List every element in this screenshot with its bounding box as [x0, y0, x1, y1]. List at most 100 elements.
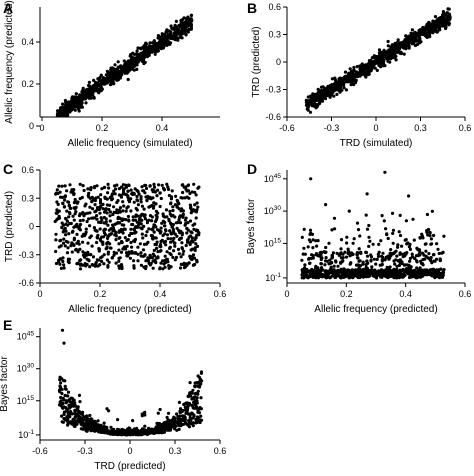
data-point	[87, 427, 91, 431]
data-point	[348, 262, 352, 266]
data-point	[376, 254, 381, 258]
data-point	[82, 94, 86, 98]
data-point	[191, 424, 195, 428]
data-point	[197, 185, 201, 189]
data-point	[427, 270, 431, 274]
data-point	[188, 219, 193, 223]
data-point	[355, 65, 359, 69]
y-tick-label: 1045	[264, 173, 282, 184]
data-point	[373, 66, 377, 70]
data-point	[434, 22, 438, 26]
data-point	[161, 219, 165, 223]
data-point	[171, 205, 175, 209]
data-point	[125, 67, 130, 71]
data-point	[132, 68, 136, 72]
data-point	[102, 253, 106, 257]
data-point	[370, 265, 374, 269]
data-point	[98, 263, 102, 267]
data-point	[194, 242, 198, 246]
data-point	[175, 226, 179, 230]
data-point	[71, 404, 75, 408]
data-point	[178, 214, 182, 218]
data-point	[395, 264, 399, 268]
data-point	[311, 246, 315, 250]
data-point	[398, 271, 402, 275]
data-point	[134, 52, 139, 56]
y-tick-label: 1030	[264, 205, 282, 216]
x-tick-label: 0.6	[459, 123, 472, 133]
data-point	[199, 396, 203, 400]
data-point	[166, 185, 170, 189]
data-point	[59, 257, 63, 261]
data-point	[121, 69, 125, 73]
data-point	[140, 232, 144, 236]
data-point	[127, 183, 131, 188]
data-point	[88, 86, 92, 90]
data-point	[301, 252, 305, 256]
data-point	[60, 328, 65, 332]
data-point	[125, 206, 129, 210]
data-point	[156, 188, 160, 192]
data-point	[149, 45, 153, 49]
data-point	[60, 225, 64, 229]
data-point	[323, 263, 327, 267]
data-point	[308, 228, 313, 232]
data-point	[88, 236, 92, 240]
data-point	[400, 244, 404, 248]
data-point	[166, 419, 170, 423]
data-point	[99, 73, 103, 77]
data-point	[188, 254, 192, 258]
data-point	[94, 196, 98, 200]
data-point	[386, 274, 390, 278]
data-point	[441, 11, 446, 16]
data-point	[367, 235, 371, 239]
data-point	[354, 263, 359, 267]
data-point	[418, 250, 422, 254]
data-point	[165, 257, 169, 261]
data-point	[132, 259, 136, 263]
data-point	[352, 272, 356, 276]
data-point	[118, 210, 122, 214]
data-point	[190, 257, 194, 262]
data-point	[173, 215, 177, 219]
data-point	[151, 266, 155, 270]
data-point	[180, 241, 184, 245]
data-point	[95, 85, 99, 89]
data-point	[398, 51, 402, 55]
data-point	[142, 224, 146, 228]
data-point	[152, 182, 156, 186]
data-point	[72, 105, 76, 109]
data-point	[90, 216, 94, 220]
data-point	[441, 250, 445, 254]
data-point	[330, 270, 334, 274]
data-point	[62, 266, 66, 270]
data-point	[89, 421, 93, 425]
data-point	[77, 214, 82, 218]
data-point	[117, 256, 121, 260]
data-point	[88, 224, 92, 228]
data-point	[58, 190, 62, 194]
data-point	[124, 247, 128, 251]
data-point	[141, 45, 145, 50]
data-point	[107, 260, 111, 264]
data-point	[387, 48, 391, 52]
data-point	[391, 241, 395, 245]
data-point	[62, 237, 66, 241]
x-axis-label: TRD (simulated)	[340, 138, 413, 149]
data-point	[121, 209, 125, 213]
data-point	[180, 183, 184, 187]
data-point	[116, 67, 120, 71]
data-point	[369, 62, 374, 66]
data-point	[109, 246, 113, 250]
data-point	[192, 182, 196, 186]
data-point	[399, 275, 403, 279]
data-point	[114, 232, 118, 236]
data-point	[69, 190, 73, 194]
data-point	[446, 7, 450, 11]
data-point	[78, 228, 82, 232]
data-point	[427, 20, 431, 24]
data-point	[121, 200, 125, 204]
data-point	[419, 31, 423, 35]
data-point	[425, 230, 429, 234]
data-point	[172, 26, 177, 30]
